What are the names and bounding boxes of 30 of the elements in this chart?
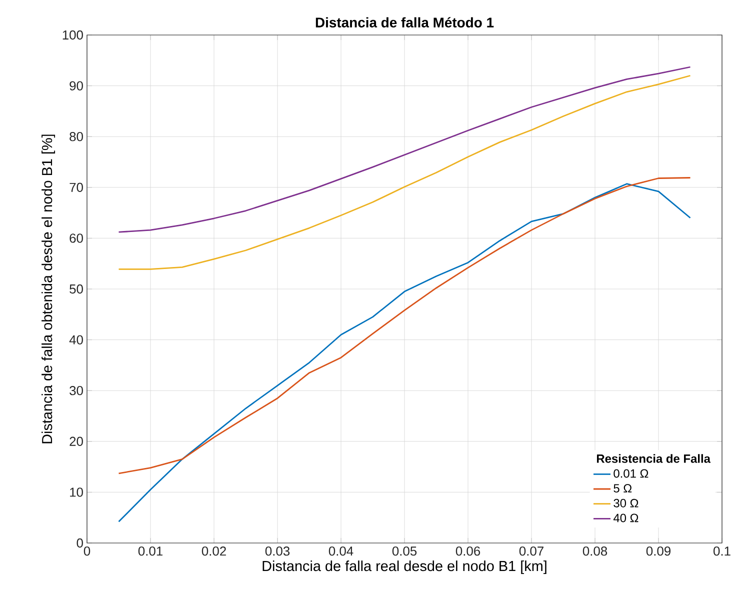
x-tick-label: 0.03 [265,546,290,556]
legend-label: 30 Ω [614,498,638,508]
y-tick-label: 50 [70,284,83,294]
x-tick-label: 0.04 [328,546,354,556]
y-tick-label: 20 [70,436,83,446]
x-tick-label: 0.07 [519,546,544,556]
legend-label: 5 Ω [614,484,632,493]
y-tick-label: 70 [70,182,83,192]
x-tick-label: 0.08 [582,546,608,556]
y-tick-label: 40 [69,335,83,344]
y-tick-label: 100 [62,30,83,40]
legend-label: 40 Ω [613,514,638,522]
chart-title: Distancia de falla Método 1 [316,17,494,28]
x-tick-label: 0.01 [138,546,162,556]
y-tick-label: 80 [70,132,83,142]
x-tick-label: 0.09 [646,546,670,556]
y-tick-label: 60 [70,234,83,243]
y-tick-label: 30 [70,386,83,396]
x-tick-label: 0.02 [202,546,226,556]
y-axis-title: Distancia de falla obtenida desde el nodo B1 [%] [42,134,56,444]
y-tick-label: 0 [76,538,83,548]
y-tick-label: 90 [70,81,83,90]
x-tick-label: 0.05 [392,546,417,556]
x-tick-label: 0 [84,546,90,556]
x-tick-label: 0.06 [456,546,480,556]
y-tick-label: 10 [70,488,83,497]
legend-title: Resistencia de Falla [596,454,711,463]
x-axis-title: Distancia de falla real desde el nodo B1 [km] [262,560,546,574]
x-tick-label: 0.1 [714,546,730,556]
legend-label: 0.01 Ω [614,469,648,478]
